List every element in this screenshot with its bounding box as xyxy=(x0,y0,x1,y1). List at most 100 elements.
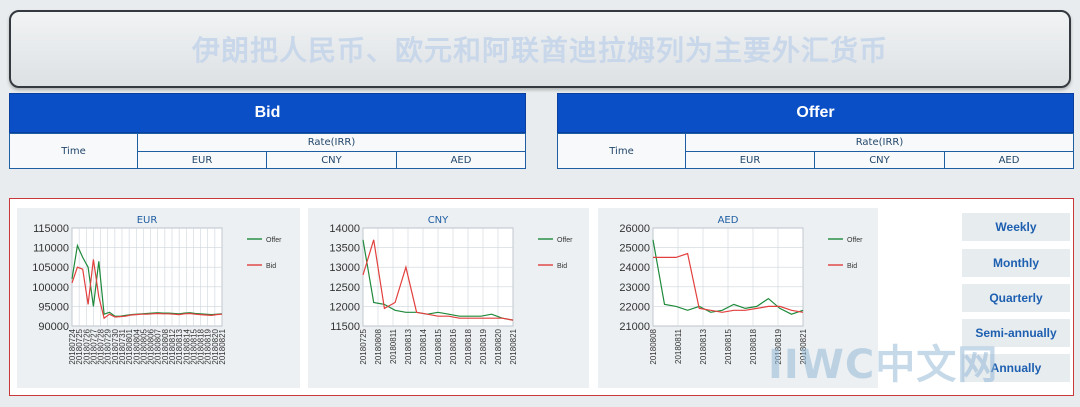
plot-area xyxy=(71,227,223,327)
offer-table-body: Time Rate(IRR) EUR CNY AED xyxy=(557,133,1074,169)
y-tick-label: 13500 xyxy=(329,243,360,255)
x-tick-label: 20180815 xyxy=(434,328,443,364)
x-tick-label: 20180815 xyxy=(189,328,198,364)
x-tick-label: 20180818 xyxy=(464,328,473,364)
x-tick-label: 20180819 xyxy=(204,328,213,364)
x-tick-label: 20180819 xyxy=(774,328,783,364)
y-tick-label: 21000 xyxy=(619,321,650,333)
aed-chart-svg: AED 21000 22000 23000 24000 25000 26000 2018080… xyxy=(619,215,863,365)
x-tick-label: 20180821 xyxy=(218,328,227,364)
monthly-button[interactable]: Monthly xyxy=(962,249,1070,277)
x-tick-label: 20180808 xyxy=(649,328,658,364)
x-tick-label: 20180813 xyxy=(175,328,184,364)
banner: 伊朗把人民币、欧元和阿联酋迪拉姆列为主要外汇货币 xyxy=(9,10,1071,88)
y-tick-label: 90000 xyxy=(38,321,69,333)
y-tick-label: 105000 xyxy=(32,262,69,274)
x-tick-label: 20180812 xyxy=(168,328,177,364)
legend-label-offer: Offer xyxy=(266,237,282,244)
offer-aed-header: AED xyxy=(998,154,1020,166)
y-tick-label: 12000 xyxy=(329,301,360,313)
x-tick-label: 20180725 xyxy=(359,328,368,364)
x-tick-label: 20180820 xyxy=(494,328,503,364)
chart-title: AED xyxy=(718,215,739,226)
series-line-offer xyxy=(71,243,223,317)
x-tick-label: 20180813 xyxy=(404,328,413,364)
y-tick-label: 23000 xyxy=(619,282,650,294)
x-tick-label: 20180727 xyxy=(89,328,98,364)
x-tick-label: 20180726 xyxy=(82,328,91,364)
bid-aed-header: AED xyxy=(450,154,472,166)
aed-chart: AED 21000 22000 23000 24000 25000 26000 2018080… xyxy=(598,208,878,388)
x-tick-label: 20180731 xyxy=(118,328,127,364)
y-tick-label: 13000 xyxy=(329,262,360,274)
y-tick-label: 14000 xyxy=(329,223,360,235)
bid-table-body: Time Rate(IRR) EUR CNY AED xyxy=(9,133,526,169)
annually-button[interactable]: Annually xyxy=(962,354,1070,382)
x-tick-label: 20180813 xyxy=(699,328,708,364)
legend-label-offer: Offer xyxy=(847,237,863,244)
y-tick-label: 26000 xyxy=(619,223,650,235)
y-tick-label: 95000 xyxy=(38,301,69,313)
bid-table: Bid Time Rate(IRR) EUR CNY AED xyxy=(9,93,526,169)
offer-table: Offer Time Rate(IRR) EUR CNY AED xyxy=(557,93,1074,169)
bid-eur-header: EUR xyxy=(138,152,267,168)
legend-label-bid: Bid xyxy=(557,263,567,270)
y-tick-label: 115000 xyxy=(33,223,69,235)
y-tick-label: 100000 xyxy=(32,282,69,294)
series-line-bid xyxy=(362,239,514,321)
watermark: IIWC中文网 xyxy=(768,342,999,388)
y-tick-label: 11500 xyxy=(330,321,360,333)
y-tick-label: 25000 xyxy=(619,243,650,255)
x-tick-label: 20180801 xyxy=(125,328,134,364)
eur-chart: EUR 90000 95000 100000 105000 110000 115000 201… xyxy=(17,208,300,388)
y-tick-label: 12500 xyxy=(329,282,360,294)
weekly-button[interactable]: Weekly xyxy=(962,213,1070,241)
x-tick-label: 20180808 xyxy=(161,328,170,364)
bid-time-header: Time xyxy=(10,134,138,168)
x-tick-label: 20180730 xyxy=(111,328,120,364)
offer-time-header: Time xyxy=(558,134,686,168)
offer-table-title: Offer xyxy=(557,93,1074,133)
y-tick-label: 24000 xyxy=(619,262,650,274)
legend-label-offer: Offer xyxy=(557,237,573,244)
chart-title: CNY xyxy=(428,215,449,226)
x-tick-label: 20180724 xyxy=(68,328,77,364)
x-tick-label: 20180815 xyxy=(724,328,733,364)
x-tick-label: 20180811 xyxy=(389,328,398,364)
bid-table-title: Bid xyxy=(9,93,526,133)
x-tick-label: 20180806 xyxy=(147,328,156,364)
offer-rate-header: Rate(IRR) xyxy=(686,134,1073,152)
x-tick-label: 20180725 xyxy=(75,328,84,364)
y-tick-label: 22000 xyxy=(619,301,650,313)
series-line-bid xyxy=(653,252,804,313)
x-tick-label: 20180807 xyxy=(154,328,163,364)
eur-chart-svg: EUR 90000 95000 100000 105000 110000 115000 201… xyxy=(32,215,282,365)
x-tick-label: 20180820 xyxy=(211,328,220,364)
semi-annually-button[interactable]: Semi-annually xyxy=(962,319,1070,347)
x-tick-label: 20180808 xyxy=(374,328,383,364)
x-tick-label: 20180811 xyxy=(674,328,683,364)
bid-rate-header: Rate(IRR) xyxy=(138,134,525,152)
x-tick-label: 20180804 xyxy=(132,328,141,364)
x-tick-label: 20180818 xyxy=(197,328,206,364)
x-tick-label: 20180821 xyxy=(509,328,518,364)
chart-title: EUR xyxy=(137,215,158,226)
banner-title: 伊朗把人民币、欧元和阿联酋迪拉姆列为主要外汇货币 xyxy=(191,34,888,67)
x-tick-label: 20180821 xyxy=(799,328,808,364)
cny-chart: CNY 11500 12000 12500 13000 13500 14000 2018072… xyxy=(308,208,589,388)
y-tick-label: 110000 xyxy=(33,243,69,255)
legend-label-bid: Bid xyxy=(847,263,857,270)
x-tick-label: 20180728 xyxy=(97,328,106,364)
x-tick-label: 20180814 xyxy=(182,328,191,364)
x-tick-label: 20180805 xyxy=(139,328,148,364)
quarterly-button[interactable]: Quarterly xyxy=(962,284,1070,312)
offer-cny-header: CNY xyxy=(815,152,945,168)
legend-label-bid: Bid xyxy=(266,263,276,270)
x-tick-label: 20180819 xyxy=(479,328,488,364)
cny-chart-svg: CNY 11500 12000 12500 13000 13500 14000 2018072… xyxy=(329,215,573,365)
offer-eur-header: EUR xyxy=(686,152,815,168)
x-tick-label: 20180814 xyxy=(419,328,428,364)
x-tick-label: 20180729 xyxy=(104,328,113,364)
series-line-bid xyxy=(71,259,223,320)
x-tick-label: 20180818 xyxy=(749,328,758,364)
